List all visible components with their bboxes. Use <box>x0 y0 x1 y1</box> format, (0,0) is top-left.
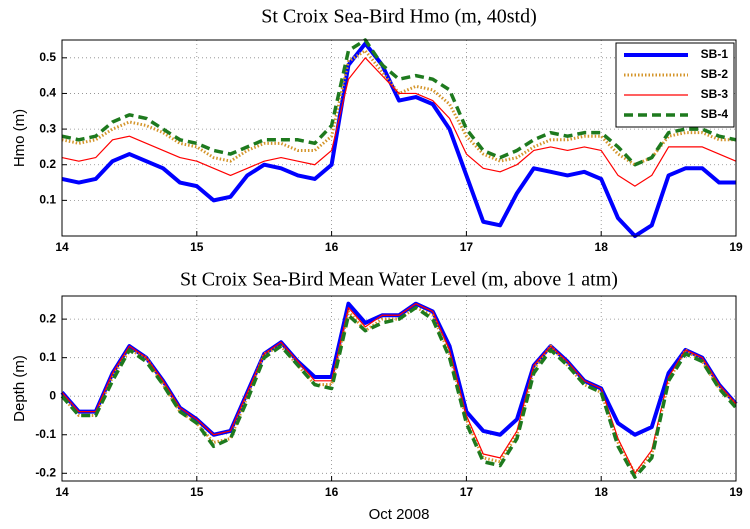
y-tick-label: -0.1 <box>35 427 56 441</box>
y-tick-label: 0 <box>49 388 56 402</box>
x-tick-label: 14 <box>55 485 69 499</box>
chart-title: St Croix Sea-Bird Hmo (m, 40std) <box>261 6 537 28</box>
data-line <box>61 303 737 474</box>
y-tick-label: 0.2 <box>39 311 56 325</box>
x-tick-label: 16 <box>325 240 339 254</box>
y-axis-label: Hmo (m) <box>11 109 28 167</box>
y-tick-label: -0.2 <box>35 465 56 479</box>
x-tick-label: 18 <box>595 240 609 254</box>
data-line <box>61 57 737 187</box>
y-axis-label: Depth (m) <box>11 355 28 422</box>
x-tick-label: 16 <box>325 485 339 499</box>
y-tick-label: 0.4 <box>39 86 56 100</box>
y-tick-label: 0.3 <box>39 121 56 135</box>
x-tick-label: 18 <box>595 485 609 499</box>
legend-label: SB-2 <box>701 67 729 81</box>
data-line <box>60 305 738 479</box>
x-tick-label: 14 <box>55 240 69 254</box>
legend: SB-1 SB-2 SB-3 SB-4 <box>615 42 735 128</box>
data-line <box>61 41 736 238</box>
plot-area <box>62 296 736 481</box>
x-tick-label: 17 <box>460 240 474 254</box>
chart-title: St Croix Sea-Bird Mean Water Level (m, a… <box>180 269 618 291</box>
x-axis-label: Oct 2008 <box>369 506 430 523</box>
x-tick-label: 19 <box>729 485 743 499</box>
x-tick-label: 15 <box>190 240 204 254</box>
y-tick-label: 0.1 <box>39 193 56 207</box>
x-tick-label: 19 <box>729 240 743 254</box>
x-tick-label: 17 <box>460 485 474 499</box>
y-tick-label: 0.2 <box>39 157 56 171</box>
axes-frame <box>61 39 737 237</box>
axes-frame <box>61 295 737 482</box>
x-tick-label: 15 <box>190 485 204 499</box>
legend-label: SB-4 <box>701 107 729 121</box>
y-tick-label: 0.1 <box>39 350 56 364</box>
legend-label: SB-3 <box>701 87 729 101</box>
y-tick-label: 0.5 <box>39 50 56 64</box>
legend-label: SB-1 <box>701 47 729 61</box>
